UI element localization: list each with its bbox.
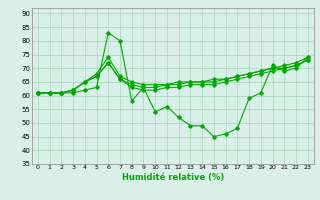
X-axis label: Humidité relative (%): Humidité relative (%): [122, 173, 224, 182]
